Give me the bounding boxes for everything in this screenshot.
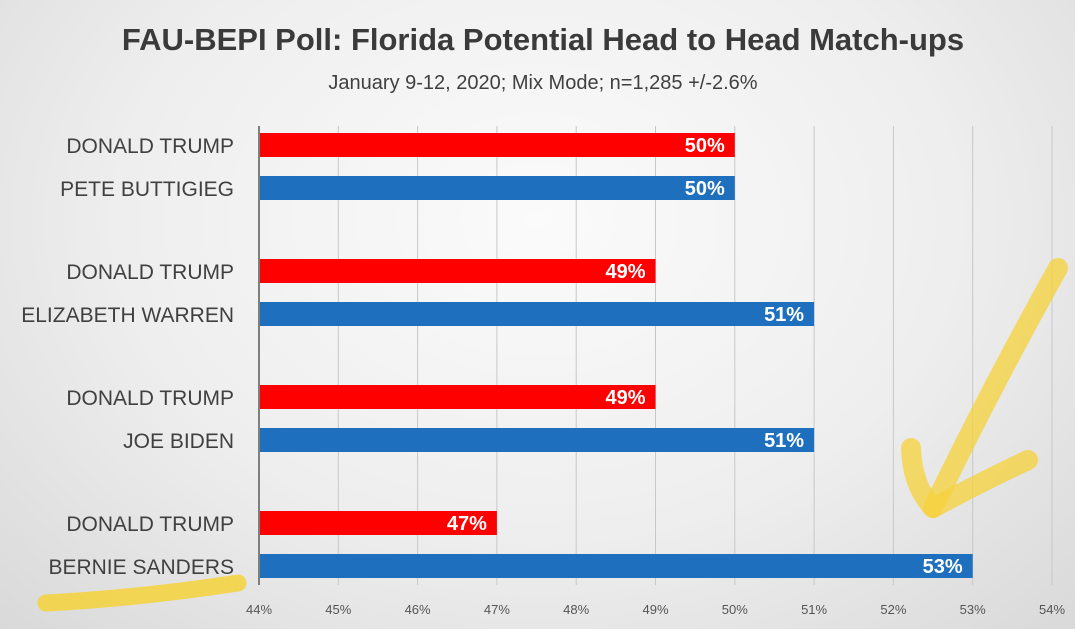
highlight-annotations bbox=[37, 258, 1068, 612]
x-tick-label: 45% bbox=[325, 602, 351, 617]
candidate-label: DONALD TRUMP bbox=[66, 135, 234, 158]
x-tick-label: 52% bbox=[880, 602, 906, 617]
x-tick-label: 49% bbox=[642, 602, 668, 617]
bar-democrat bbox=[259, 554, 973, 578]
bar-value-label: 51% bbox=[764, 430, 804, 452]
checkmark-highlight-long bbox=[923, 258, 1068, 518]
gridlines bbox=[337, 126, 1053, 585]
x-tick-label: 51% bbox=[801, 602, 827, 617]
bar-republican bbox=[259, 385, 656, 409]
bar-republican bbox=[259, 133, 735, 157]
x-tick-label: 53% bbox=[960, 602, 986, 617]
bar-republican bbox=[259, 259, 656, 283]
candidate-label: ELIZABETH WARREN bbox=[21, 304, 234, 327]
checkmark-highlight-short bbox=[901, 438, 1038, 518]
candidate-label: DONALD TRUMP bbox=[66, 513, 234, 536]
x-tick-label: 46% bbox=[405, 602, 431, 617]
x-axis-ticks: 44% 45% 46% 47% 48% 49% 50% 51% 52% 53% 54% bbox=[246, 602, 1065, 617]
underline-highlight bbox=[37, 574, 247, 612]
x-tick-label: 48% bbox=[563, 602, 589, 617]
candidate-label: DONALD TRUMP bbox=[66, 261, 234, 284]
bar-republican bbox=[259, 511, 497, 535]
bar-value-label: 50% bbox=[685, 135, 725, 157]
bar-democrat bbox=[259, 428, 815, 452]
bars: 50% 50% 49% 51% 49% 51% 47% 53% bbox=[259, 133, 973, 578]
bar-value-label: 53% bbox=[923, 556, 963, 578]
x-tick-label: 54% bbox=[1039, 602, 1065, 617]
x-tick-label: 47% bbox=[484, 602, 510, 617]
bar-value-label: 49% bbox=[605, 261, 645, 283]
x-tick-label: 50% bbox=[722, 602, 748, 617]
bar-value-label: 51% bbox=[764, 304, 804, 326]
candidate-label: JOE BIDEN bbox=[123, 430, 234, 453]
bar-value-label: 50% bbox=[685, 178, 725, 200]
bar-democrat bbox=[259, 302, 815, 326]
chart-subtitle: January 9-12, 2020; Mix Mode; n=1,285 +/… bbox=[328, 72, 757, 94]
candidate-label: DONALD TRUMP bbox=[66, 387, 234, 410]
bar-democrat bbox=[259, 176, 735, 200]
x-tick-label: 44% bbox=[246, 602, 272, 617]
candidate-label: PETE BUTTIGIEG bbox=[60, 178, 234, 201]
chart-title: FAU-BEPI Poll: Florida Potential Head to… bbox=[122, 22, 964, 57]
bar-value-label: 47% bbox=[447, 513, 487, 535]
bar-value-label: 49% bbox=[605, 387, 645, 409]
category-labels: DONALD TRUMP PETE BUTTIGIEG DONALD TRUMP EL… bbox=[21, 135, 234, 579]
candidate-label: BERNIE SANDERS bbox=[48, 556, 234, 579]
